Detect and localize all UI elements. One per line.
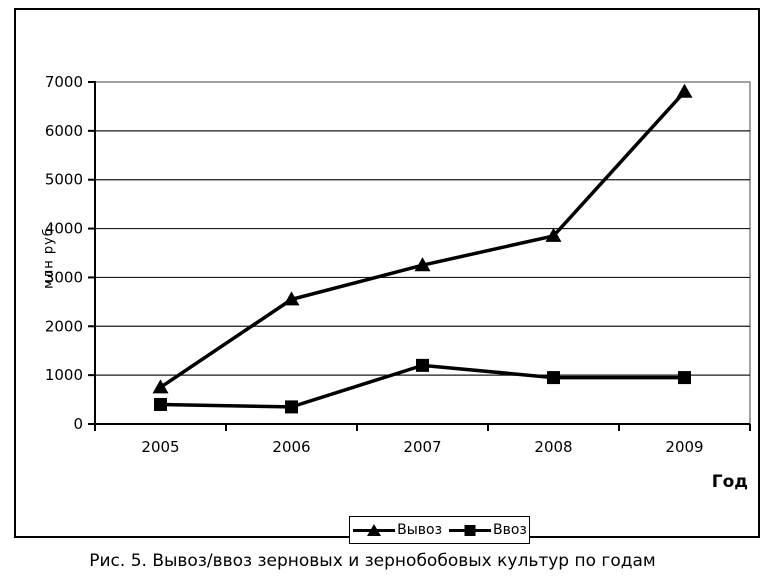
series-line-0: [159, 90, 686, 389]
square-marker: [154, 397, 167, 411]
legend-label-export: Вывоз: [397, 522, 443, 538]
y-tick-label: 0: [73, 415, 83, 433]
square-marker: [416, 358, 429, 372]
x-axis-title: Год: [711, 472, 748, 492]
square-marker: [285, 400, 298, 414]
triangle-marker: [545, 227, 562, 242]
square-marker-icon: [449, 525, 492, 536]
y-tick-label: 4000: [45, 220, 83, 238]
x-tick-label: 2009: [665, 438, 703, 456]
y-tick-label: 7000: [45, 73, 83, 91]
square-marker: [678, 371, 691, 385]
x-tick-label: 2005: [141, 438, 179, 456]
square-marker: [547, 371, 560, 385]
legend-item-export: Вывоз: [352, 522, 442, 538]
triangle-marker-icon: [353, 524, 396, 536]
x-tick-label: 2007: [403, 438, 441, 456]
triangle-marker: [152, 379, 169, 394]
chart-legend: Вывоз Ввоз: [349, 516, 530, 544]
y-tick-label: 2000: [45, 317, 83, 335]
x-tick-label: 2008: [534, 438, 572, 456]
y-tick-label: 1000: [45, 366, 83, 384]
legend-label-import: Ввоз: [493, 522, 527, 538]
triangle-marker: [676, 83, 693, 98]
triangle-marker: [414, 257, 431, 272]
y-tick-label: 5000: [45, 171, 83, 189]
triangle-marker: [283, 291, 300, 306]
y-tick-label: 3000: [45, 268, 83, 286]
x-tick-label: 2006: [272, 438, 310, 456]
legend-item-import: Ввоз: [448, 522, 527, 538]
y-tick-label: 6000: [45, 122, 83, 140]
plot-area-border: [94, 81, 751, 425]
figure-caption: Рис. 5. Вывоз/ввоз зерновых и зернобобов…: [89, 551, 656, 571]
